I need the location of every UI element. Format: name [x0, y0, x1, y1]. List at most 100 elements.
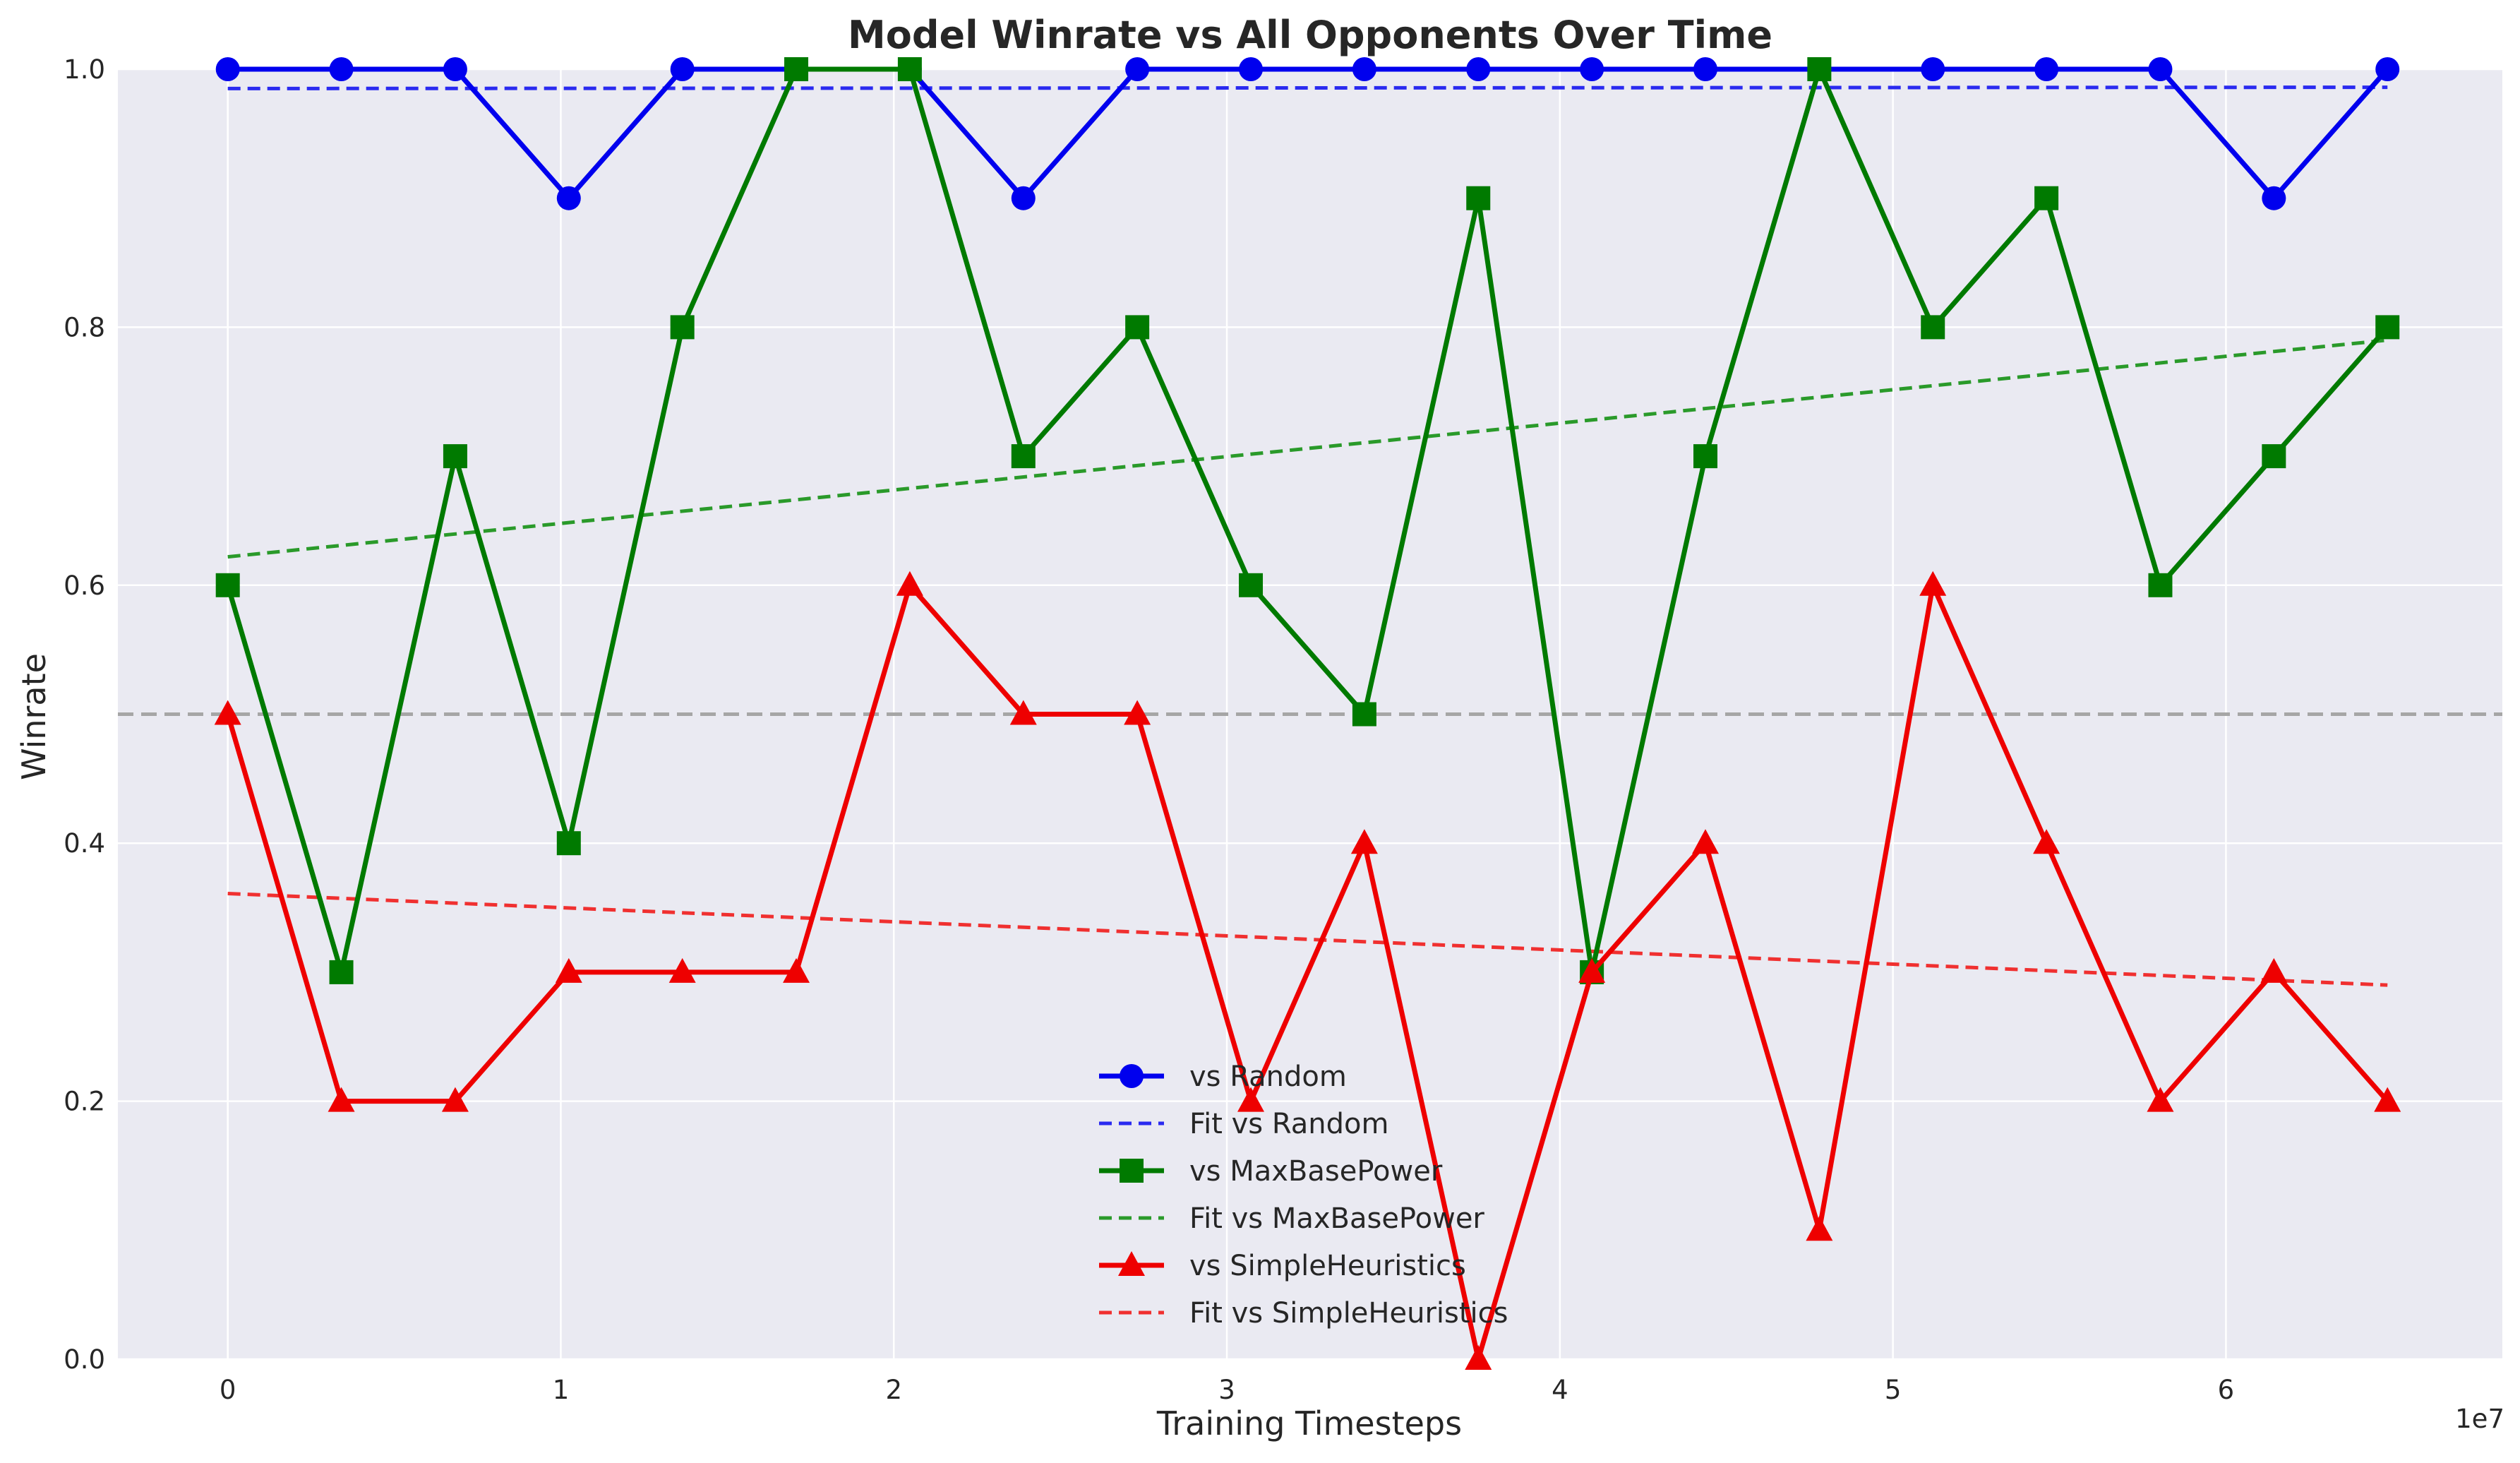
y-axis-ticks: 0.0 0.2 0.4 0.6 0.8 1.0	[64, 54, 105, 1375]
data-point	[1465, 1345, 1492, 1370]
legend-item: Fit vs Random	[1099, 1108, 1388, 1140]
chart-title: Model Winrate vs All Opponents Over Time	[848, 13, 1772, 57]
legend-marker	[1120, 1064, 1144, 1088]
legend-item: vs MaxBasePower	[1099, 1155, 1443, 1188]
series-line	[225, 66, 2389, 975]
data-point	[1237, 1087, 1265, 1112]
y-tick-label: 0.4	[64, 828, 105, 859]
y-tick-label: 1.0	[64, 54, 105, 85]
legend-label: Fit vs SimpleHeuristics	[1189, 1297, 1508, 1330]
data-point	[441, 1087, 469, 1112]
data-point	[443, 57, 467, 81]
data-point	[1011, 444, 1036, 469]
legend-label: Fit vs Random	[1189, 1108, 1388, 1140]
y-tick-label: 0.8	[64, 312, 105, 342]
data-point	[1125, 57, 1150, 81]
y-tick-label: 0.2	[64, 1087, 105, 1117]
legend-item: Fit vs SimpleHeuristics	[1099, 1297, 1508, 1330]
series-line	[225, 583, 2389, 1362]
data-point	[328, 1087, 355, 1112]
data-point	[1578, 957, 1606, 983]
data-point	[1921, 315, 1945, 340]
x-tick-label: 1	[553, 1375, 570, 1405]
data-point	[215, 573, 240, 597]
data-point	[1921, 57, 1945, 81]
data-point	[2262, 186, 2286, 210]
data-point	[897, 57, 922, 81]
y-tick-label: 0.6	[64, 571, 105, 601]
data-point	[556, 831, 581, 856]
data-point	[1011, 186, 1036, 210]
data-point	[784, 57, 809, 81]
data-series	[214, 57, 2401, 1370]
data-point	[1125, 315, 1150, 340]
data-point	[2375, 57, 2400, 81]
data-point	[1692, 829, 1720, 854]
x-tick-label: 2	[885, 1375, 902, 1405]
data-point	[1350, 829, 1378, 854]
fit-line	[227, 85, 2388, 90]
data-point	[2034, 186, 2059, 210]
data-point	[2148, 57, 2173, 81]
data-point	[1466, 57, 1491, 81]
data-point	[1807, 57, 1832, 81]
data-point	[2375, 315, 2400, 340]
x-axis-ticks: 0 1 2 3 4 5 6	[220, 1375, 2234, 1405]
legend-label: vs SimpleHeuristics	[1189, 1250, 1466, 1282]
data-point	[783, 957, 810, 983]
legend-label: vs Random	[1189, 1061, 1347, 1093]
data-point	[329, 960, 354, 984]
x-axis-offset-label: 1e7	[2455, 1404, 2504, 1434]
x-tick-label: 3	[1218, 1375, 1235, 1405]
legend-label: Fit vs MaxBasePower	[1189, 1202, 1484, 1235]
data-point	[215, 57, 240, 81]
legend: vs Random Fit vs Random vs MaxBasePower Fit…	[1099, 1061, 1508, 1330]
data-point	[2148, 573, 2173, 597]
data-point	[1239, 573, 1264, 597]
data-point	[2147, 1087, 2174, 1112]
fit-line	[227, 338, 2388, 559]
data-point	[1693, 57, 1718, 81]
data-point	[1806, 1216, 1833, 1241]
data-point	[668, 957, 696, 983]
data-point	[1352, 702, 1376, 727]
legend-label: vs MaxBasePower	[1189, 1155, 1443, 1188]
fit-lines	[227, 85, 2388, 987]
data-point	[1693, 444, 1718, 469]
x-axis-label: Training Timesteps	[1156, 1404, 1462, 1443]
data-point	[329, 57, 354, 81]
data-point	[1580, 57, 1604, 81]
legend-item: vs SimpleHeuristics	[1099, 1250, 1466, 1282]
data-point	[555, 957, 582, 983]
x-tick-label: 6	[2218, 1375, 2235, 1405]
x-tick-label: 4	[1552, 1375, 1568, 1405]
data-point	[2260, 957, 2288, 983]
data-point	[1466, 186, 1491, 210]
data-point	[896, 571, 923, 596]
series-group	[214, 571, 2401, 1370]
data-point	[1352, 57, 1376, 81]
data-point	[1124, 700, 1151, 725]
data-point	[1239, 57, 1264, 81]
legend-item: Fit vs MaxBasePower	[1099, 1202, 1484, 1235]
legend-marker	[1120, 1159, 1144, 1183]
series-group	[215, 57, 2400, 984]
data-point	[1919, 571, 1947, 596]
data-point	[2262, 444, 2286, 469]
data-point	[670, 57, 695, 81]
data-point	[670, 315, 695, 340]
legend-item: vs Random	[1099, 1061, 1347, 1093]
series-line	[227, 66, 2389, 201]
data-point	[2034, 57, 2059, 81]
data-point	[556, 186, 581, 210]
y-axis-label: Winrate	[15, 653, 53, 780]
y-tick-label: 0.0	[64, 1344, 105, 1375]
data-point	[2033, 829, 2060, 854]
legend-marker	[1118, 1251, 1145, 1276]
x-tick-label: 5	[1885, 1375, 1902, 1405]
x-tick-label: 0	[220, 1375, 236, 1405]
fit-line	[227, 891, 2388, 987]
data-point	[443, 444, 467, 469]
data-point	[214, 700, 241, 725]
